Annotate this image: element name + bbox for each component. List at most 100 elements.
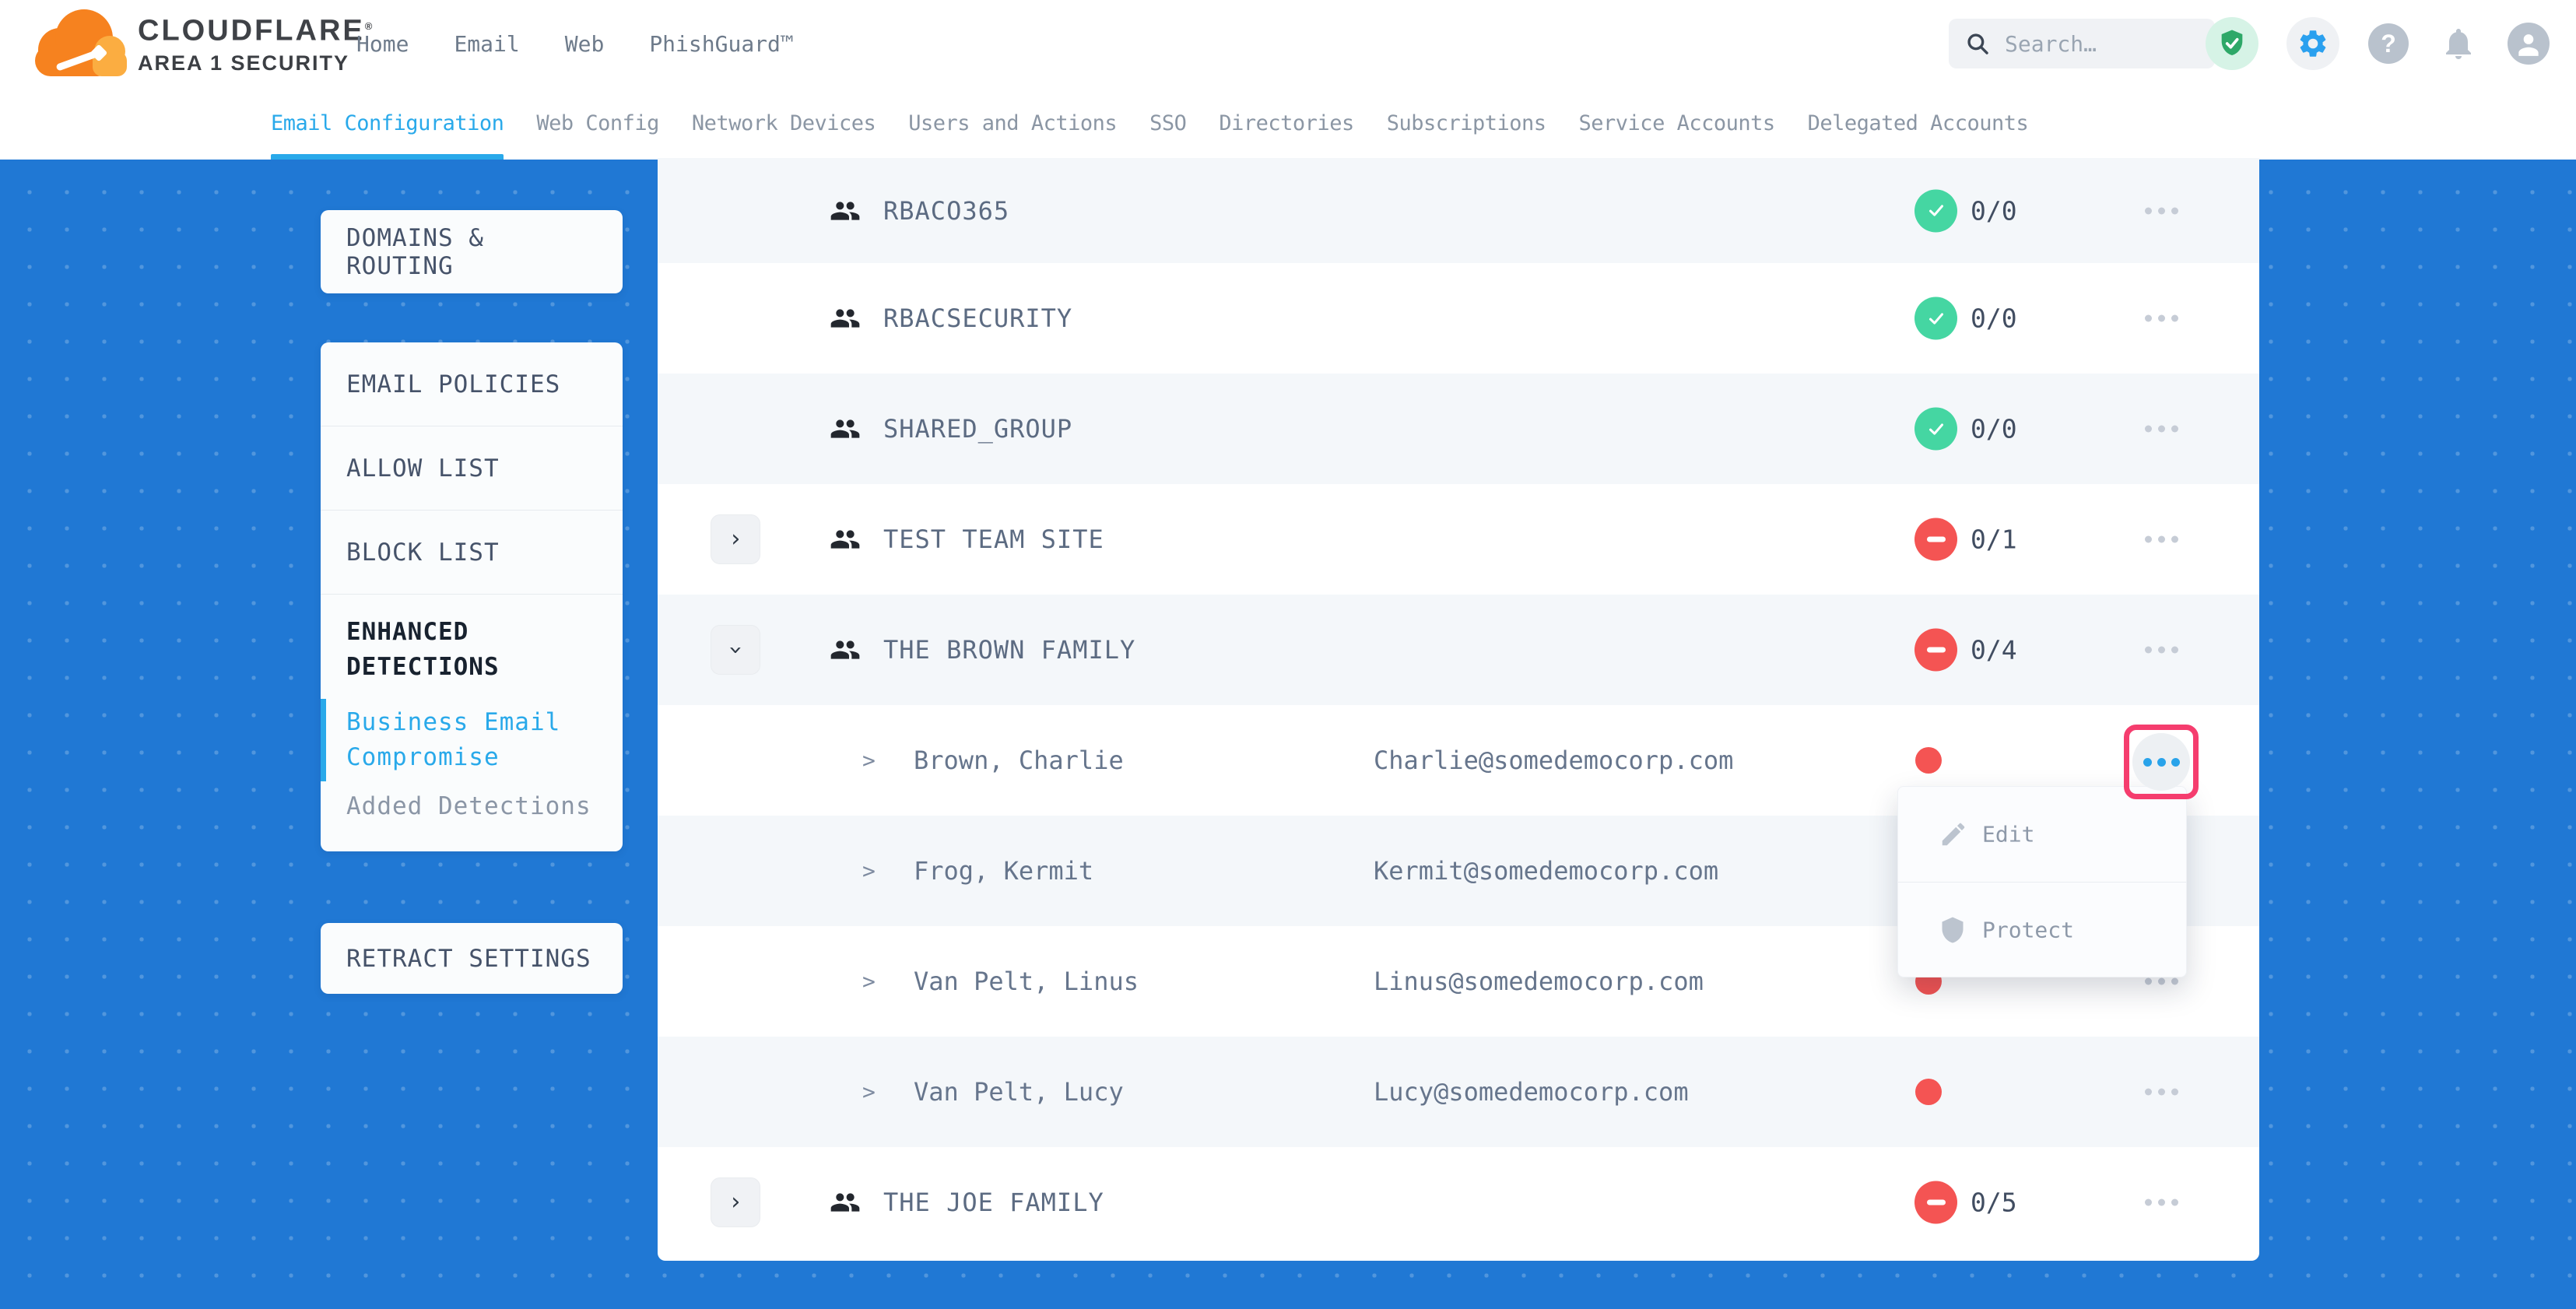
tab-service-accounts[interactable]: Service Accounts <box>1578 111 1776 135</box>
group-name: SHARED_GROUP <box>883 414 1073 444</box>
group-people-icon <box>830 640 860 659</box>
cloudflare-brand[interactable]: CLOUDFLARE® AREA 1 SECURITY <box>35 5 374 82</box>
sidebar-item-enhanced-detections[interactable]: ENHANCED DETECTIONS <box>346 618 500 681</box>
status-badge-protected <box>1914 189 1957 232</box>
tab-email-configuration[interactable]: Email Configuration <box>271 87 504 160</box>
sidebar-item-added-detections[interactable]: Added Detections <box>346 792 591 820</box>
tab-network-devices[interactable]: Network Devices <box>691 111 876 135</box>
table-row-member[interactable]: > Van Pelt, Lucy Lucy@somedemocorp.com <box>658 1037 2259 1147</box>
nav-web[interactable]: Web <box>564 30 605 57</box>
row-actions-button[interactable] <box>2145 646 2178 654</box>
tab-directories[interactable]: Directories <box>1219 111 1354 135</box>
highlight-ring <box>2124 725 2199 799</box>
group-name: TEST TEAM SITE <box>883 525 1104 554</box>
help-icon[interactable]: ? <box>2367 23 2409 65</box>
chevron-down-icon: › <box>722 642 749 658</box>
tab-users-and-actions[interactable]: Users and Actions <box>908 111 1118 135</box>
row-actions-button-active[interactable] <box>2132 733 2190 791</box>
header-nav: Home Email Web PhishGuard™ <box>356 0 794 87</box>
row-actions-button[interactable] <box>2145 314 2178 322</box>
bell-icon[interactable] <box>2437 23 2479 65</box>
nav-phishguard[interactable]: PhishGuard™ <box>649 30 794 57</box>
sidebar-item-block-list[interactable]: BLOCK LIST <box>321 511 623 595</box>
group-name: THE JOE FAMILY <box>883 1188 1104 1217</box>
tab-subscriptions[interactable]: Subscriptions <box>1386 111 1546 135</box>
member-email: Charlie@somedemocorp.com <box>1374 746 1734 775</box>
nav-email[interactable]: Email <box>454 30 520 57</box>
row-actions-button[interactable] <box>2145 535 2178 543</box>
member-name: Brown, Charlie <box>914 746 1124 775</box>
section-tabs-bar: Email Configuration Web Config Network D… <box>0 87 2576 160</box>
registered-mark: ® <box>364 20 375 33</box>
chevron-right-icon: › <box>728 525 743 553</box>
member-name: Van Pelt, Linus <box>914 967 1139 996</box>
directory-table: RBACO365 0/0 RBACSECURITY 0/0 SHARED_GRO… <box>658 158 2259 1261</box>
status-badge-unprotected <box>1914 628 1957 672</box>
group-people-icon <box>830 309 860 328</box>
brand-title: CLOUDFLARE® <box>138 14 375 47</box>
shield-check-icon[interactable] <box>2206 17 2258 70</box>
row-context-menu: Edit Protect <box>1897 786 2187 977</box>
protected-count: 0/0 <box>1971 413 2017 444</box>
shield-icon <box>1942 917 1964 942</box>
protected-count: 0/4 <box>1971 634 2017 665</box>
row-actions-button[interactable] <box>2145 207 2178 214</box>
protected-count: 0/1 <box>1971 524 2017 555</box>
status-dot-unprotected <box>1915 747 1942 774</box>
row-actions-button[interactable] <box>2145 1198 2178 1206</box>
protected-count: 0/0 <box>1971 195 2017 226</box>
chevron-right-icon: › <box>728 1188 743 1216</box>
gear-icon[interactable] <box>2286 17 2339 70</box>
sidebar-item-retract-settings[interactable]: RETRACT SETTINGS <box>321 923 623 994</box>
member-email: Lucy@somedemocorp.com <box>1374 1077 1689 1107</box>
group-people-icon <box>830 530 860 549</box>
avatar-icon[interactable] <box>2508 23 2550 65</box>
collapse-row-button[interactable]: › <box>711 625 760 675</box>
sidebar-item-email-policies[interactable]: EMAIL POLICIES <box>321 342 623 426</box>
search-box[interactable] <box>1949 19 2215 68</box>
status-badge-unprotected <box>1914 518 1957 561</box>
group-name: THE BROWN FAMILY <box>883 635 1136 665</box>
table-row-group[interactable]: › TEST TEAM SITE 0/1 <box>658 484 2259 595</box>
header-icon-group: ? <box>2206 0 2550 87</box>
table-row-group[interactable]: RBACO365 0/0 <box>658 158 2259 263</box>
group-people-icon <box>830 1193 860 1212</box>
member-email: Linus@somedemocorp.com <box>1374 967 1704 996</box>
expand-row-button[interactable]: › <box>711 514 760 564</box>
protected-count: 0/5 <box>1971 1187 2017 1218</box>
sidebar-item-business-email-compromise[interactable]: Business Email Compromise <box>321 699 623 781</box>
sidebar-policies-card: EMAIL POLICIES ALLOW LIST BLOCK LIST ENH… <box>321 342 623 851</box>
tab-delegated-accounts[interactable]: Delegated Accounts <box>1807 111 2029 135</box>
nav-home[interactable]: Home <box>356 30 409 57</box>
tab-web-config[interactable]: Web Config <box>536 111 659 135</box>
table-row-member[interactable]: > Van Pelt, Linus Linus@somedemocorp.com <box>658 926 2259 1037</box>
member-name: Van Pelt, Lucy <box>914 1077 1124 1107</box>
table-row-group[interactable]: › THE JOE FAMILY 0/5 <box>658 1147 2259 1258</box>
context-menu-item-protect[interactable]: Protect <box>1898 882 2186 977</box>
pencil-icon <box>1942 823 1965 846</box>
sidebar-item-allow-list[interactable]: ALLOW LIST <box>321 426 623 511</box>
search-input[interactable] <box>2005 30 2176 57</box>
status-badge-protected <box>1914 407 1957 451</box>
sidebar-item-domains-routing[interactable]: DOMAINS & ROUTING <box>321 210 623 293</box>
tab-sso[interactable]: SSO <box>1149 111 1187 135</box>
app-header: CLOUDFLARE® AREA 1 SECURITY Home Email W… <box>0 0 2576 87</box>
row-actions-button[interactable] <box>2145 425 2178 433</box>
member-chevron-icon: > <box>862 1079 876 1105</box>
status-badge-unprotected <box>1914 1181 1957 1224</box>
context-menu-item-edit[interactable]: Edit <box>1898 787 2186 882</box>
protected-count: 0/0 <box>1971 303 2017 334</box>
row-actions-button[interactable] <box>2145 1088 2178 1096</box>
table-row-group[interactable]: › THE BROWN FAMILY 0/4 <box>658 595 2259 705</box>
row-actions-button[interactable] <box>2145 977 2178 985</box>
table-row-group[interactable]: RBACSECURITY 0/0 <box>658 263 2259 374</box>
search-icon <box>1967 33 1988 54</box>
expand-row-button[interactable]: › <box>711 1177 760 1227</box>
status-badge-protected <box>1914 297 1957 340</box>
cloudflare-cloud-logo-icon <box>35 8 127 79</box>
page-content: DOMAINS & ROUTING EMAIL POLICIES ALLOW L… <box>0 158 2576 1309</box>
brand-subtitle: AREA 1 SECURITY <box>138 51 350 75</box>
table-row-member[interactable]: > Brown, Charlie Charlie@somedemocorp.co… <box>658 705 2259 816</box>
table-row-group[interactable]: SHARED_GROUP 0/0 <box>658 374 2259 484</box>
